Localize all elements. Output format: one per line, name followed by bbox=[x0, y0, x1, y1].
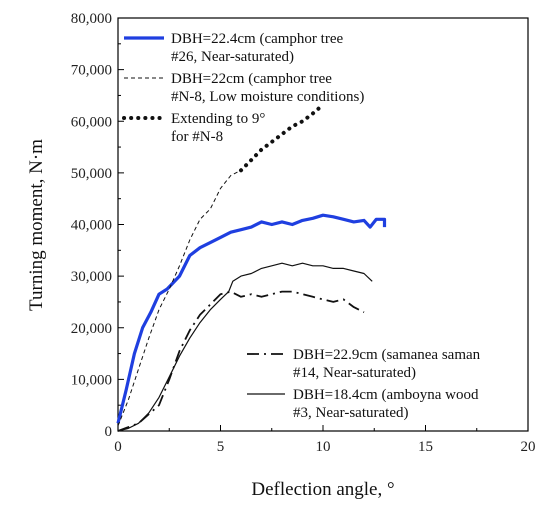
legend-top-label-0-0: DBH=22.4cm (camphor tree bbox=[171, 31, 343, 47]
x-tick-label: 10 bbox=[316, 439, 331, 455]
legend-bottom-label-1-0: DBH=18.4cm (amboyna wood bbox=[293, 387, 479, 403]
x-tick-label: 5 bbox=[217, 439, 225, 455]
y-tick-label: 60,000 bbox=[71, 114, 112, 130]
y-axis-title: Turning moment, N·m bbox=[26, 139, 47, 311]
y-tick-label: 80,000 bbox=[71, 11, 112, 27]
y-tick-label: 10,000 bbox=[71, 372, 112, 388]
x-axis-title: Deflection angle, ° bbox=[251, 479, 394, 500]
x-tick-label: 15 bbox=[418, 439, 433, 455]
y-tick-label: 40,000 bbox=[71, 218, 112, 234]
series-line-1 bbox=[117, 169, 242, 426]
y-tick-label: 50,000 bbox=[71, 166, 112, 182]
series-line-4 bbox=[117, 262, 373, 432]
legend-top-label-1-1: #N-8, Low moisture conditions) bbox=[171, 89, 364, 105]
legend-top-label-0-1: #26, Near-saturated) bbox=[171, 49, 294, 65]
legend-top-label-2-0: Extending to 9° bbox=[171, 111, 265, 127]
x-axis-ticks: 0 5 10 15 20 bbox=[114, 425, 536, 455]
legend-bottom-label-0-0: DBH=22.9cm (samanea saman bbox=[293, 347, 481, 363]
y-tick-label: 70,000 bbox=[71, 63, 112, 79]
series-line-3 bbox=[117, 290, 365, 432]
y-tick-label: 0 bbox=[105, 424, 113, 440]
series-layer bbox=[116, 106, 387, 432]
legend-bottom-label-0-1: #14, Near-saturated) bbox=[293, 365, 416, 381]
series-line-2 bbox=[239, 106, 321, 173]
legend-top-label-2-1: for #N-8 bbox=[171, 129, 223, 145]
legend-top-label-1-0: DBH=22cm (camphor tree bbox=[171, 71, 332, 87]
series-line-0 bbox=[116, 213, 387, 424]
y-tick-label: 20,000 bbox=[71, 321, 112, 337]
y-axis-ticks: 0 10,000 20,000 30,000 40,000 50,000 60,000 70,… bbox=[71, 11, 124, 440]
legend-top: DBH=22.4cm (camphor tree #26, Near-satura… bbox=[122, 31, 364, 145]
legend-bottom-label-1-1: #3, Near-saturated) bbox=[293, 405, 408, 421]
x-tick-label: 20 bbox=[521, 439, 536, 455]
x-tick-label: 0 bbox=[114, 439, 122, 455]
y-tick-label: 30,000 bbox=[71, 269, 112, 285]
legend-bottom: DBH=22.9cm (samanea saman #14, Near-satur… bbox=[247, 347, 481, 421]
